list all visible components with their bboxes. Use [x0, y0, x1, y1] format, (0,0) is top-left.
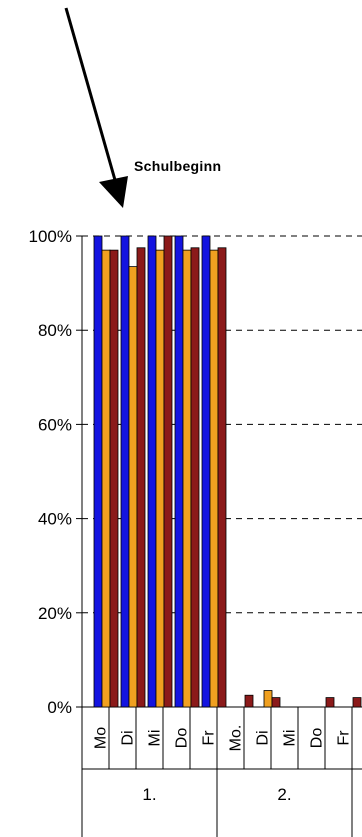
category-label: Mo — [93, 727, 110, 749]
bar — [155, 249, 165, 708]
annotation-label: Schulbeginn — [134, 158, 221, 174]
y-tick-label: 100% — [29, 227, 72, 246]
category-label: Fr — [336, 730, 353, 746]
bar — [136, 247, 146, 708]
bar — [244, 694, 254, 708]
y-tick-label: 60% — [38, 415, 72, 434]
bar — [101, 249, 111, 708]
bar — [128, 266, 138, 708]
y-tick-label: 20% — [38, 604, 72, 623]
bar — [109, 249, 119, 708]
bar — [271, 697, 281, 708]
bar — [190, 247, 200, 708]
bar — [209, 249, 219, 708]
annotation: Schulbeginn — [64, 7, 221, 208]
bar — [182, 249, 192, 708]
y-tick-label: 80% — [38, 321, 72, 340]
category-label: Mi — [147, 730, 164, 747]
bar — [163, 235, 173, 708]
category-label: Di — [120, 730, 137, 745]
category-label: Do — [174, 728, 191, 749]
bars — [93, 235, 362, 708]
category-label: Do — [309, 728, 326, 749]
category-label: Mi — [282, 730, 299, 747]
bar — [217, 247, 227, 708]
bar — [120, 235, 130, 708]
axes — [76, 235, 362, 837]
bar — [147, 235, 157, 708]
bar — [93, 235, 103, 708]
bar — [263, 690, 273, 708]
annotation-arrow-shaft — [64, 7, 117, 181]
bar — [352, 697, 362, 708]
y-tick-label: 40% — [38, 510, 72, 529]
bar — [201, 235, 211, 708]
group-label: 2. — [277, 785, 291, 804]
category-label: Mo. — [228, 725, 245, 752]
y-tick-label: 0% — [47, 698, 72, 717]
annotation-arrow-head — [99, 176, 128, 208]
category-label: Fr — [201, 730, 218, 746]
group-label: 1. — [142, 785, 156, 804]
bar — [325, 697, 335, 708]
category-label: Di — [255, 730, 272, 745]
bar — [174, 235, 184, 708]
labels: 0% 20% 40% 60% 80% 100% Mo Di Mi Do Fr Mo. Di Mi Do Fr 1… — [29, 227, 353, 804]
